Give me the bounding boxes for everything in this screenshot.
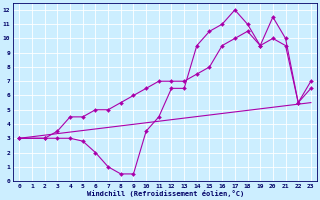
- X-axis label: Windchill (Refroidissement éolien,°C): Windchill (Refroidissement éolien,°C): [86, 190, 244, 197]
